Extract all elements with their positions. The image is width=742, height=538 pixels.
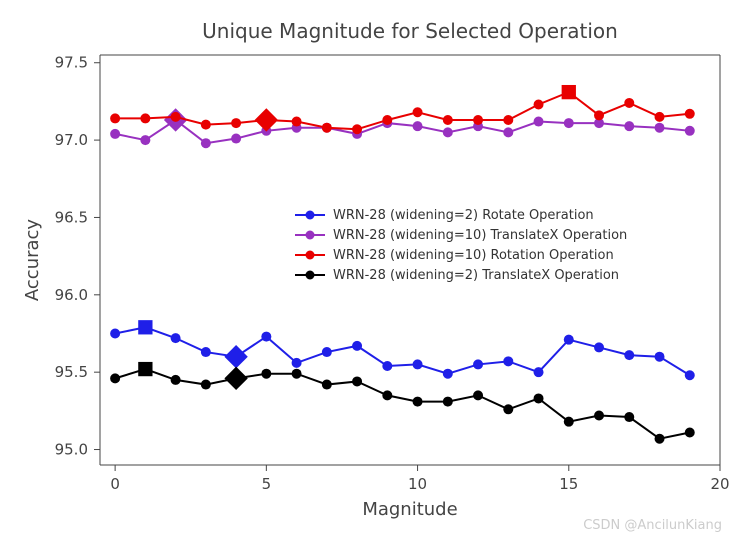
svg-text:WRN-28 (widening=2) Rotate Ope: WRN-28 (widening=2) Rotate Operation: [333, 208, 594, 223]
svg-text:95.5: 95.5: [55, 363, 88, 381]
svg-text:10: 10: [408, 475, 427, 493]
svg-text:0: 0: [110, 475, 120, 493]
svg-text:97.5: 97.5: [55, 54, 88, 72]
svg-text:20: 20: [710, 475, 729, 493]
svg-text:95.0: 95.0: [55, 441, 88, 459]
svg-text:WRN-28 (widening=10) Rotation: WRN-28 (widening=10) Rotation Operation: [333, 248, 614, 263]
svg-text:Unique Magnitude for Selected: Unique Magnitude for Selected Operation: [202, 19, 618, 43]
svg-text:96.5: 96.5: [55, 208, 88, 226]
chart: 0 5 10 15 20 95.0 95.5 96.0 96.5 97.0 97.5 Unique M…: [10, 10, 732, 520]
svg-text:5: 5: [262, 475, 272, 493]
svg-text:WRN-28 (widening=10) Translate: WRN-28 (widening=10) TranslateX Operatio…: [333, 228, 627, 243]
svg-text:WRN-28 (widening=2) TranslateX: WRN-28 (widening=2) TranslateX Operation: [333, 268, 619, 283]
svg-text:96.0: 96.0: [55, 286, 88, 304]
svg-text:Magnitude: Magnitude: [362, 499, 457, 520]
watermark: CSDN @AncilunKiang: [583, 518, 722, 533]
svg-text:97.0: 97.0: [55, 131, 88, 149]
svg-text:Accuracy: Accuracy: [22, 219, 43, 302]
svg-text:15: 15: [559, 475, 578, 493]
